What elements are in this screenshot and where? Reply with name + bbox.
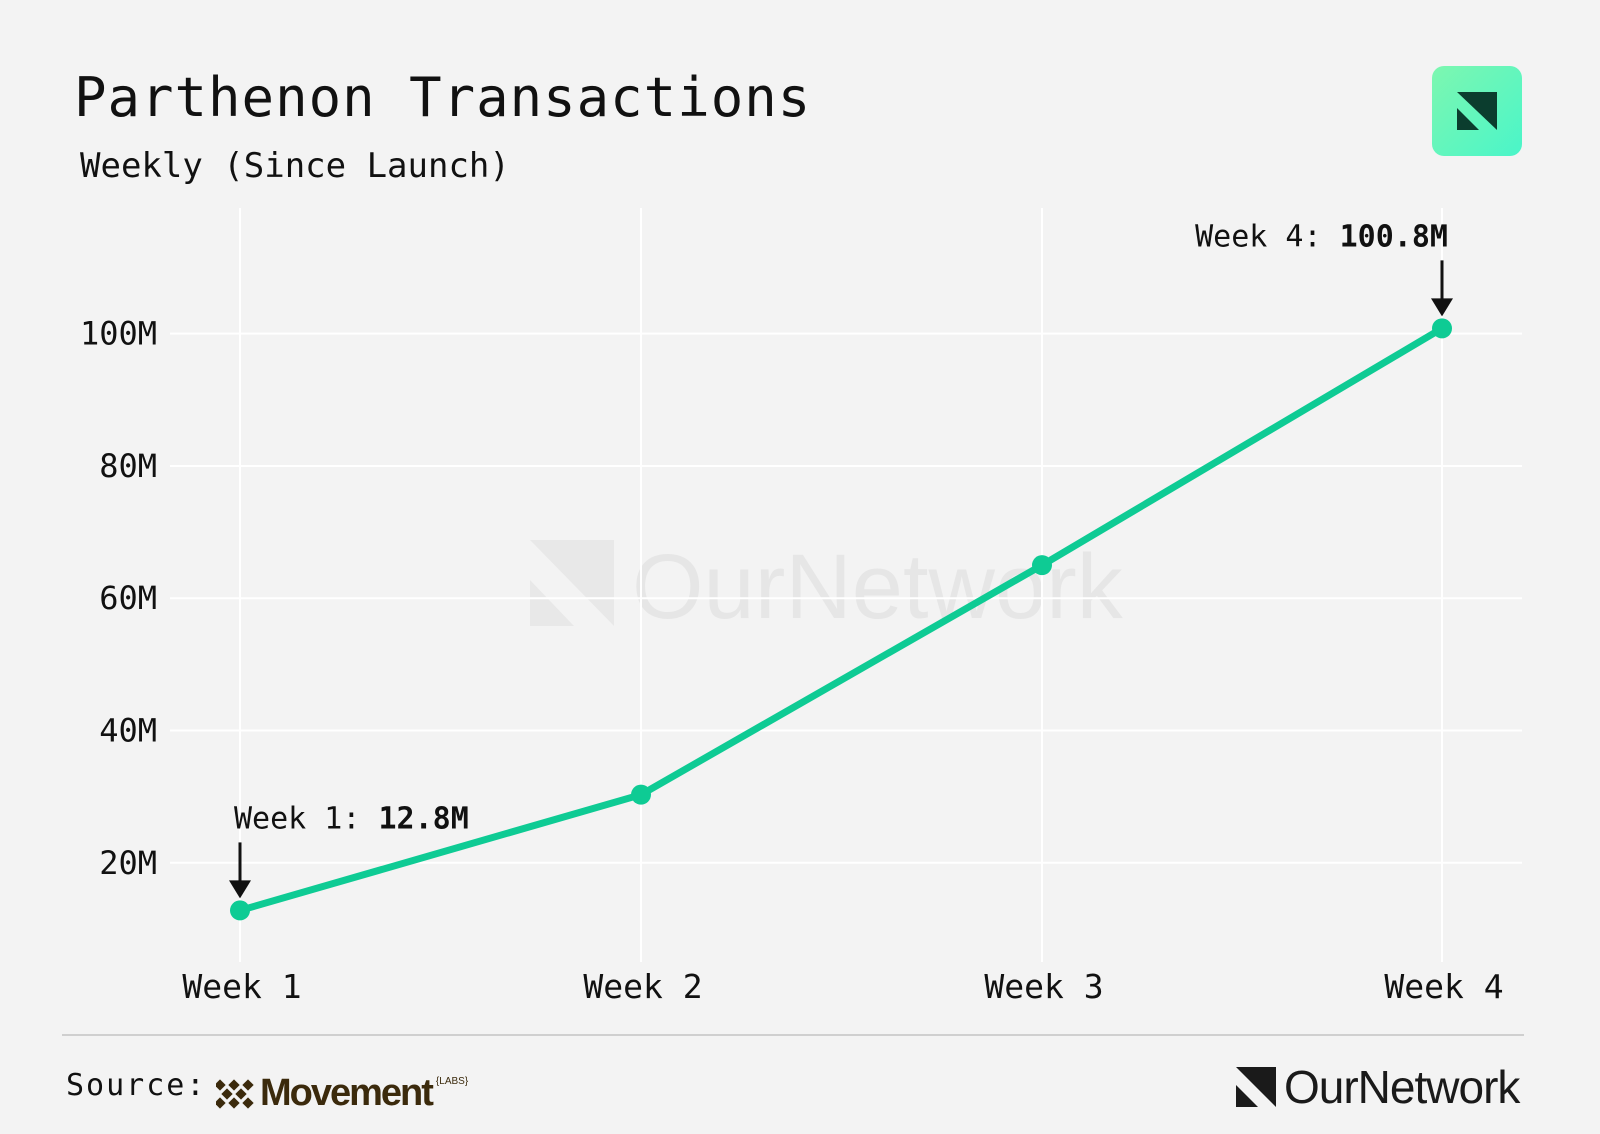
annotation-value: 100.8M (1340, 219, 1448, 254)
annotation-arrowhead-icon (1431, 298, 1453, 317)
source-label: Source: (66, 1068, 207, 1103)
annotations: Week 1: 12.8M Week 4: 100.8M (229, 219, 1453, 899)
y-axis-tick-labels: 20M 40M 60M 80M 100M (80, 315, 157, 882)
data-point (1032, 555, 1052, 576)
y-tick-label: 80M (99, 447, 157, 485)
annotation-prefix: Week 4: (1195, 219, 1340, 254)
annotation-label: Week 4: 100.8M (1195, 219, 1448, 254)
y-tick-label: 40M (99, 712, 157, 750)
chart-title: Parthenon Transactions (74, 66, 812, 129)
horizontal-gridlines (170, 332, 1522, 864)
x-tick-label: Week 1 (182, 967, 301, 1006)
y-tick-label: 100M (80, 315, 157, 353)
annotation-arrowhead-icon (229, 880, 251, 899)
movement-labs-suffix: {LABS} (435, 1076, 469, 1087)
chart-subtitle: Weekly (Since Launch) (80, 146, 510, 186)
watermark-mark-icon (530, 540, 614, 626)
ournetwork-mark-icon (1457, 92, 1497, 130)
annotation-prefix: Week 1: (234, 801, 379, 836)
ournetwork-badge-icon (1432, 66, 1522, 156)
series-line (236, 324, 1446, 914)
footer-divider (62, 1034, 1524, 1036)
data-point (230, 900, 250, 921)
ournetwork-footer-logo: OurNetwork (1236, 1060, 1520, 1114)
watermark-text: OurNetwork (632, 536, 1124, 638)
ournetwork-footer-text: OurNetwork (1284, 1061, 1520, 1113)
x-tick-label: Week 3 (984, 967, 1103, 1006)
annotation-label: Week 1: 12.8M (234, 801, 469, 836)
series-line-group (230, 318, 1452, 921)
movement-mark-icon (216, 1078, 254, 1109)
x-tick-label: Week 4 (1384, 967, 1503, 1006)
watermark: OurNetwork (530, 536, 1124, 638)
ournetwork-footer-mark-icon (1236, 1067, 1276, 1107)
x-axis-tick-labels: Week 1 Week 2 Week 3 Week 4 (182, 967, 1503, 1006)
y-tick-label: 20M (99, 844, 157, 882)
x-tick-label: Week 2 (583, 967, 702, 1006)
annotation-value: 12.8M (379, 801, 469, 836)
data-point (631, 784, 651, 805)
data-point (1432, 318, 1452, 339)
y-tick-label: 60M (99, 579, 157, 617)
movement-brand-text: Movement (260, 1072, 434, 1114)
movement-labs-logo: Movement {LABS} (216, 1072, 468, 1115)
